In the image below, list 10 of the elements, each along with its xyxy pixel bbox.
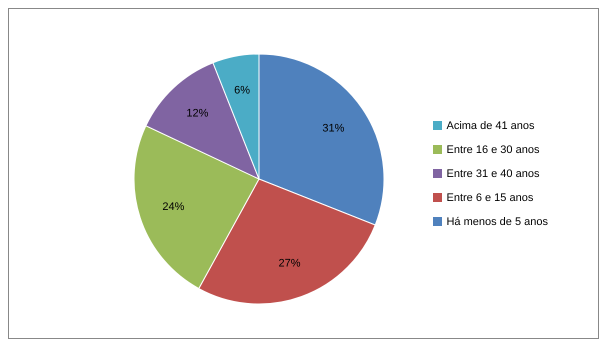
legend-label: Acima de 41 anos <box>446 120 535 132</box>
data-label: 27% <box>278 258 301 270</box>
legend-label: Entre 6 e 15 anos <box>446 192 534 204</box>
data-label: 24% <box>162 200 185 213</box>
data-label: 6% <box>234 84 250 97</box>
legend-label: Entre 31 e 40 anos <box>446 168 540 180</box>
legend-label: Entre 16 e 30 anos <box>446 144 540 156</box>
legend-label: Há menos de 5 anos <box>446 216 548 228</box>
data-label: 31% <box>322 122 345 134</box>
data-label: 12% <box>186 107 209 120</box>
